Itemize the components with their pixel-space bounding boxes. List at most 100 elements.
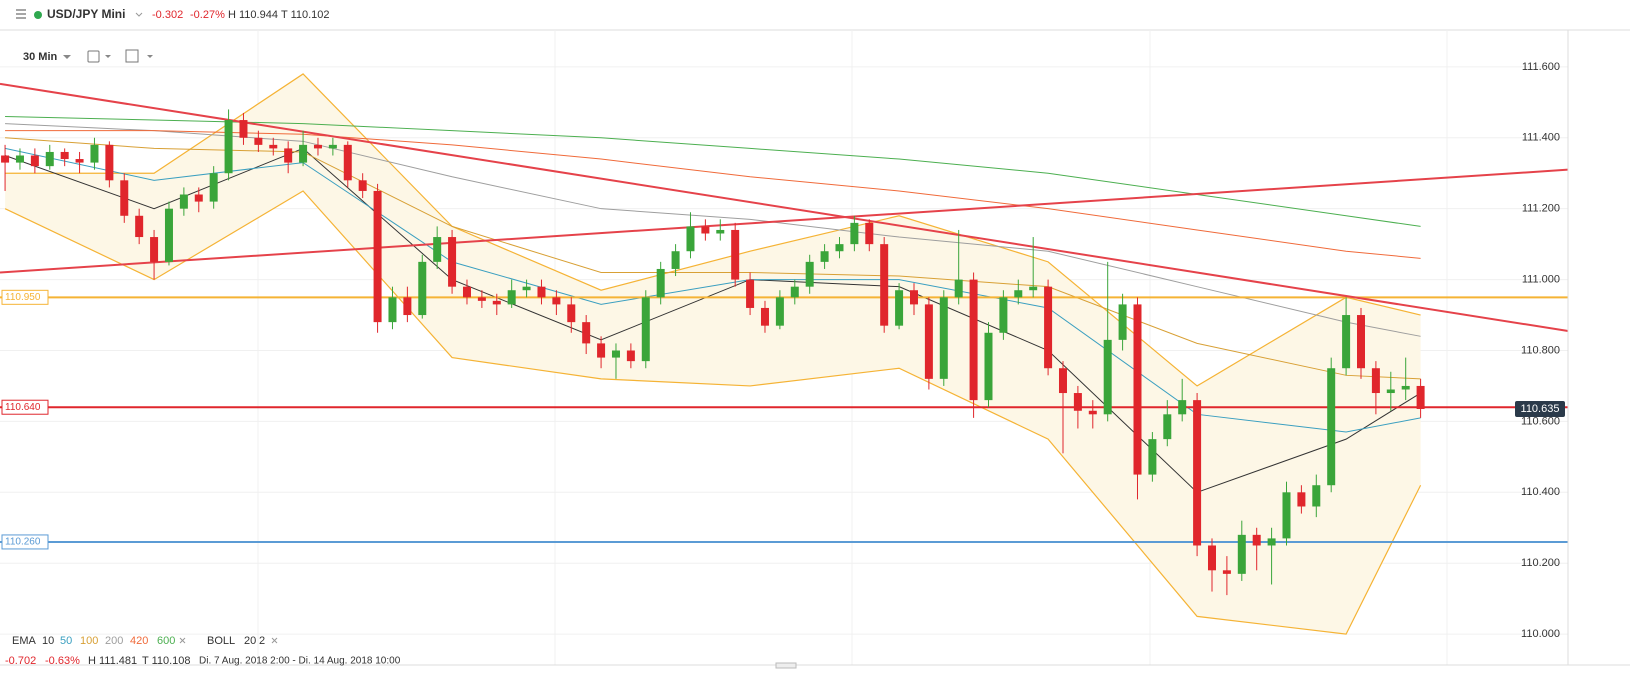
candle-body — [760, 307, 769, 326]
candle-body — [418, 261, 427, 316]
candle-body — [597, 343, 606, 358]
candle-body — [939, 297, 948, 379]
remove-boll[interactable] — [271, 637, 278, 644]
level-label: 110.640 — [5, 402, 41, 413]
change: -0.302 — [152, 9, 183, 21]
menu-icon[interactable] — [16, 9, 26, 19]
candle-body — [835, 244, 844, 252]
candle-body — [15, 155, 24, 163]
candle-body — [611, 350, 620, 358]
candle-body — [1029, 286, 1038, 291]
candle-body — [90, 144, 99, 163]
candle-body — [75, 159, 84, 163]
candle-body — [1312, 485, 1321, 507]
symbol[interactable]: USD/JPY Mini — [47, 7, 125, 21]
candle-body — [716, 229, 725, 234]
candle-body — [805, 261, 814, 287]
candle-body — [969, 279, 978, 401]
y-tick-label: 110.600 — [1521, 415, 1560, 427]
candle-body — [880, 244, 889, 326]
boll-label: BOLL — [207, 635, 235, 647]
candle-body — [1282, 492, 1291, 539]
change-pct: -0.27% — [190, 9, 225, 21]
candle-body — [388, 297, 397, 323]
boll-lower — [4, 190, 1422, 635]
candle-body — [552, 297, 561, 305]
level-label: 110.260 — [5, 537, 41, 548]
candle-body — [150, 237, 159, 262]
candle-body — [448, 237, 457, 287]
boll-upper — [5, 73, 1421, 387]
candle-body — [507, 290, 516, 305]
candle-body — [1327, 368, 1336, 486]
candle-body — [403, 297, 412, 316]
candle-body — [328, 144, 337, 149]
symbol-caret[interactable] — [135, 12, 143, 17]
candle-body — [358, 180, 367, 191]
interval-caret[interactable] — [63, 55, 71, 59]
candle-body — [731, 229, 740, 280]
legend-entry: 100 — [80, 635, 98, 647]
candle-body — [1401, 385, 1410, 390]
candle-body — [522, 286, 531, 291]
candle-body — [1133, 304, 1142, 475]
candle-body — [1088, 410, 1097, 415]
indicator-caret[interactable] — [105, 55, 111, 58]
layout-icon[interactable] — [125, 49, 139, 63]
candle-body — [820, 251, 829, 262]
candle-body — [477, 297, 486, 301]
candle-body — [179, 194, 188, 209]
legend-entry: 420 — [130, 635, 148, 647]
candle-body — [1386, 389, 1395, 394]
candle-body — [492, 300, 501, 305]
level-tag — [1, 399, 49, 415]
candle-body — [1297, 492, 1306, 507]
candle-body — [1044, 286, 1053, 369]
candle-body — [895, 290, 904, 326]
remove-ema[interactable] — [179, 637, 186, 644]
candle-body — [626, 350, 635, 362]
candle-body — [105, 144, 114, 181]
candle-body — [1267, 538, 1276, 546]
boll-period: 20 — [244, 635, 256, 647]
legend-entry: 50 — [60, 635, 72, 647]
candle-body — [1103, 339, 1112, 415]
candle-body — [984, 332, 993, 401]
candle-body — [701, 226, 710, 234]
y-tick-label: 111.600 — [1522, 61, 1560, 73]
candle-body — [433, 237, 442, 262]
candle-body — [224, 120, 233, 174]
y-tick-label: 110.000 — [1521, 628, 1560, 640]
candle-body — [1222, 570, 1231, 574]
candle-body — [582, 322, 591, 344]
footer-change-pct: -0.63% — [45, 655, 80, 667]
interval[interactable]: 30 Min — [23, 51, 58, 63]
level-label: 110.950 — [5, 292, 41, 303]
candle-body — [1207, 545, 1216, 571]
layout-caret[interactable] — [147, 55, 153, 58]
candle-body — [120, 180, 129, 216]
legend-entry: 200 — [105, 635, 123, 647]
y-tick-label: 110.800 — [1521, 344, 1560, 356]
resize-handle[interactable] — [775, 662, 797, 669]
candle-body — [194, 194, 203, 202]
candle-body — [671, 251, 680, 269]
y-tick-label: 111.400 — [1522, 132, 1560, 144]
level-tag — [1, 534, 49, 550]
candle-body — [1371, 368, 1380, 394]
indicator-icon[interactable] — [87, 50, 100, 63]
candle-body — [1014, 290, 1023, 298]
high: H 110.944 — [228, 9, 278, 21]
ema-line — [5, 116, 1421, 227]
candle-body — [954, 279, 963, 298]
candle-body — [656, 268, 665, 298]
last-price-label: 110.635 — [1521, 403, 1560, 415]
candle-body — [462, 286, 471, 298]
candle-body — [850, 222, 859, 245]
plot-area — [0, 30, 1569, 665]
candle-body — [1252, 534, 1261, 546]
candle-body — [45, 151, 54, 167]
candle-body — [1148, 439, 1157, 475]
legend-entry: 600 — [157, 635, 175, 647]
